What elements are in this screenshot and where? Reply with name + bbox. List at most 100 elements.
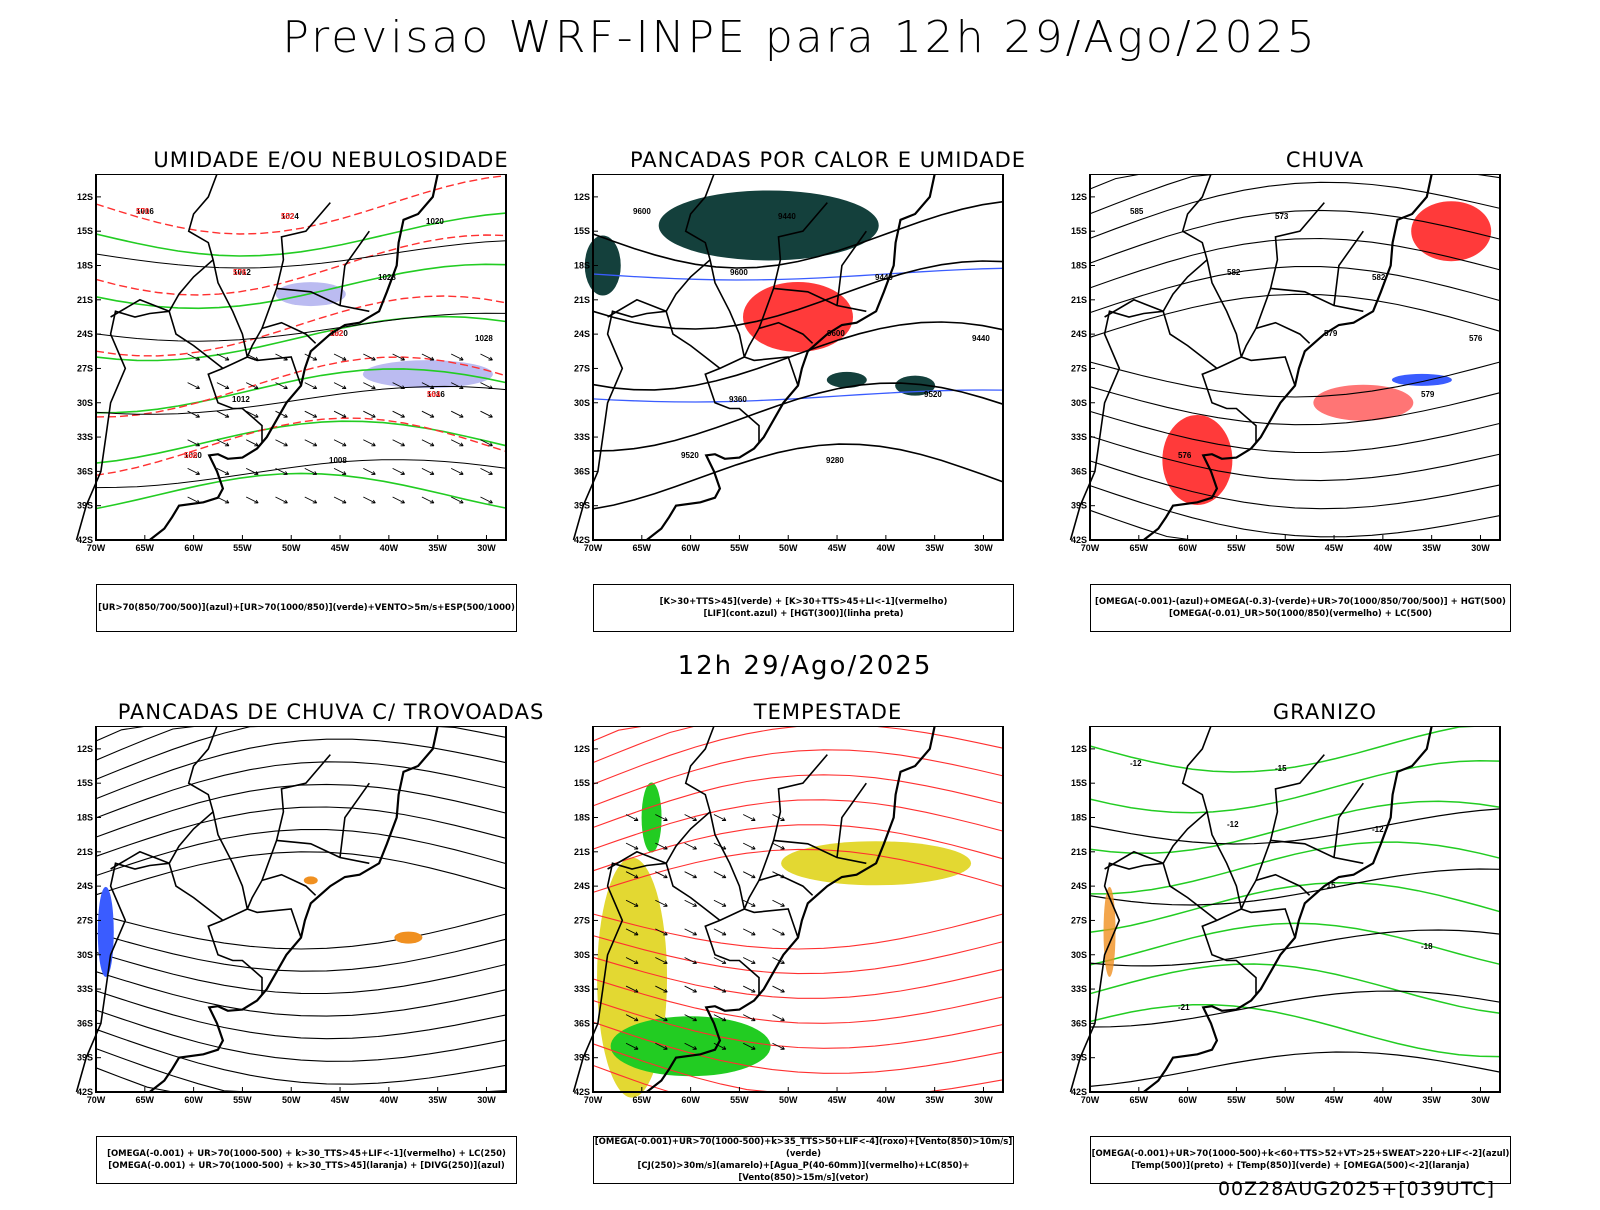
lat-label: 30S bbox=[574, 950, 590, 960]
lat-label: 42S bbox=[574, 1087, 590, 1097]
streamline bbox=[95, 932, 507, 972]
wind-arrow bbox=[625, 899, 639, 907]
streamline bbox=[592, 726, 1003, 764]
lon-label: 40W bbox=[380, 543, 399, 553]
wind-arrow bbox=[772, 842, 785, 850]
wind-arrow bbox=[742, 899, 756, 907]
wind-arrow bbox=[742, 814, 756, 821]
lat-label: 15S bbox=[77, 226, 93, 236]
lon-label: 35W bbox=[428, 543, 447, 553]
isoline bbox=[95, 295, 507, 357]
wind-arrow bbox=[333, 467, 347, 475]
political-border bbox=[168, 811, 224, 922]
wind-arrow bbox=[684, 985, 697, 993]
thickness-contours bbox=[95, 174, 507, 476]
lon-label: 70W bbox=[1081, 543, 1100, 553]
wind-arrow bbox=[187, 467, 200, 475]
rain-fill bbox=[1313, 384, 1414, 421]
wind-arrow bbox=[333, 353, 347, 361]
streamline bbox=[1089, 237, 1501, 289]
lon-label: 45W bbox=[1325, 1095, 1344, 1105]
lon-label: 70W bbox=[87, 1095, 106, 1105]
contour-label: 1016 bbox=[427, 390, 445, 399]
political-border bbox=[168, 259, 224, 370]
wind-arrow bbox=[655, 814, 668, 821]
streamline bbox=[95, 726, 506, 761]
political-border bbox=[207, 908, 263, 995]
political-border bbox=[684, 726, 746, 910]
political-border bbox=[207, 356, 263, 443]
contour-label: 573 bbox=[1275, 212, 1289, 221]
isoline bbox=[1089, 800, 1501, 854]
streamline bbox=[95, 806, 507, 857]
contour-label: -18 bbox=[1421, 942, 1433, 951]
lat-label: 21S bbox=[77, 295, 93, 305]
lat-label: 42S bbox=[77, 535, 93, 545]
wind-arrow bbox=[216, 439, 230, 447]
lon-label: 70W bbox=[1081, 1095, 1100, 1105]
wind-arrow bbox=[245, 382, 259, 390]
contour-label: 585 bbox=[1130, 207, 1144, 216]
map-umidade: 1016 1012 1020 1016 1020 1024 1028 1028 1012 1008… bbox=[75, 174, 507, 553]
contour-label: 1020 bbox=[426, 217, 444, 226]
wind-arrow bbox=[684, 871, 697, 879]
streamline bbox=[592, 935, 1004, 975]
political-border bbox=[773, 839, 867, 865]
wind-arrow bbox=[304, 439, 318, 447]
frame-border bbox=[1089, 726, 1501, 1093]
lat-label: 15S bbox=[77, 778, 93, 788]
streamline bbox=[95, 1009, 507, 1062]
contour-label: 9360 bbox=[729, 395, 747, 404]
lon-label: 55W bbox=[233, 1095, 252, 1105]
rain-fill bbox=[1411, 201, 1492, 262]
contour-labels: 585 582 579 579 576 573 582 576 bbox=[1130, 207, 1483, 460]
lon-label: 60W bbox=[681, 543, 700, 553]
wind-arrow bbox=[713, 871, 727, 879]
contour-labels: 570 576 582 564 558 552 bbox=[136, 207, 441, 460]
political-border bbox=[665, 259, 721, 370]
lat-label: 21S bbox=[574, 847, 590, 857]
wind-arrow bbox=[450, 439, 464, 447]
lon-label: 35W bbox=[1422, 543, 1441, 553]
run-timestamp: 00Z28AUG2025+[039UTC] bbox=[1217, 1178, 1495, 1200]
frame-border bbox=[95, 726, 507, 1093]
wind-arrow bbox=[245, 439, 259, 447]
lat-label: 33S bbox=[1071, 984, 1087, 994]
wind-arrow bbox=[625, 928, 639, 936]
map-pancadas-calor: 9600 9600 9600 9520 9520 9440 9440 9440 9360 9280… bbox=[572, 174, 1004, 553]
lon-label: 45W bbox=[828, 543, 847, 553]
lat-label: 33S bbox=[77, 984, 93, 994]
wind-arrow bbox=[421, 382, 435, 390]
forecast-time-subtitle: 12h 29/Ago/2025 bbox=[677, 651, 933, 681]
wind-arrow bbox=[450, 496, 464, 504]
political-border bbox=[1181, 726, 1243, 910]
streamline bbox=[95, 1028, 507, 1085]
lat-label: 27S bbox=[574, 915, 590, 925]
isoline bbox=[1089, 881, 1501, 934]
contour-label: 582 bbox=[330, 329, 344, 338]
lat-label: 30S bbox=[1071, 950, 1087, 960]
wind-arrow bbox=[713, 814, 727, 821]
wind-arrow bbox=[625, 1014, 639, 1022]
isoline bbox=[95, 417, 507, 476]
lat-label: 39S bbox=[574, 501, 590, 511]
wind-arrow bbox=[742, 928, 756, 936]
coastline bbox=[149, 174, 439, 541]
wind-arrow bbox=[363, 410, 376, 418]
lon-label: 70W bbox=[584, 543, 603, 553]
political-border bbox=[1240, 321, 1311, 358]
wind-arrow bbox=[625, 957, 639, 964]
political-border bbox=[1270, 287, 1364, 313]
political-border bbox=[836, 782, 867, 858]
political-border bbox=[1333, 230, 1364, 306]
streamline bbox=[1089, 386, 1501, 426]
contour-label: 576 bbox=[1178, 451, 1192, 460]
panel-caption: [UR>70(850/700/500)](azul)+[UR>70(1000/8… bbox=[96, 584, 517, 632]
wind-arrow bbox=[304, 353, 318, 361]
lat-label: 39S bbox=[77, 1053, 93, 1063]
political-border bbox=[758, 754, 828, 881]
contour-labels: -12 -12 -15 -18 -21 -15 -12 bbox=[1130, 759, 1433, 1012]
